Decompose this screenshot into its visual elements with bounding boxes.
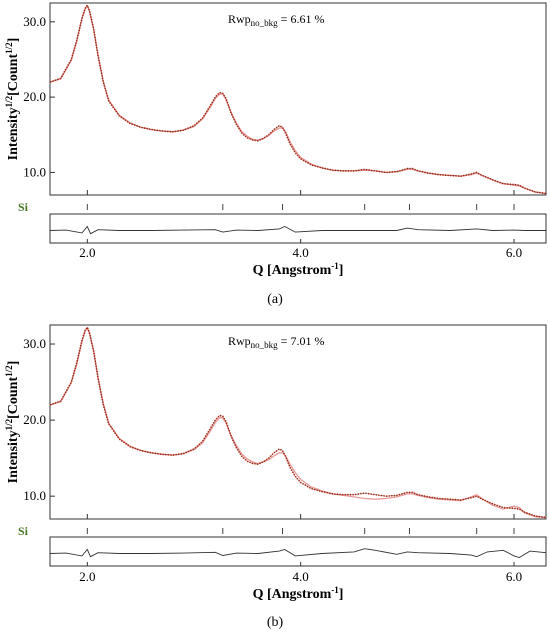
y-tick-label: 10.0 <box>23 164 46 179</box>
fit-line <box>49 4 547 194</box>
x-tick-label: 4.0 <box>293 569 309 584</box>
y-axis-title: Intensity1/2[Count1/2] <box>4 361 21 484</box>
y-tick-label: 20.0 <box>23 412 46 427</box>
y-tick-label: 30.0 <box>23 14 46 29</box>
fit-line <box>49 326 547 518</box>
difference-frame <box>49 213 547 244</box>
calculated-curve <box>49 4 547 195</box>
phase-label: Si <box>18 200 29 214</box>
observed-curve <box>49 3 547 195</box>
difference-curve <box>49 225 546 235</box>
x-tick-label: 4.0 <box>293 245 309 260</box>
plot-frame <box>49 2 547 196</box>
x-tick-label: 2.0 <box>79 245 95 260</box>
y-axis-title: Intensity1/2[Count1/2] <box>4 38 21 161</box>
difference-curve <box>49 548 547 558</box>
phase-label: Si <box>18 524 29 538</box>
x-axis-title: Q [Angstrom-1] <box>253 585 344 602</box>
difference-frame <box>49 536 547 567</box>
panel-label: (a) <box>267 292 283 307</box>
x-tick-label: 6.0 <box>506 245 522 260</box>
plot-frame <box>49 324 547 520</box>
x-axis-title: Q [Angstrom-1] <box>253 261 344 278</box>
rwp-annotation: Rwpno_bkg = 6.61 % <box>228 12 324 28</box>
panel-label: (b) <box>267 615 284 630</box>
x-tick-label: 2.0 <box>79 569 95 584</box>
observed-curve <box>49 325 547 519</box>
x-tick-label: 6.0 <box>506 569 522 584</box>
y-tick-label: 20.0 <box>23 89 46 104</box>
y-tick-label: 30.0 <box>23 336 46 351</box>
calculated-curve <box>49 326 547 519</box>
rwp-annotation: Rwpno_bkg = 7.01 % <box>228 334 324 350</box>
y-tick-label: 10.0 <box>23 488 46 503</box>
